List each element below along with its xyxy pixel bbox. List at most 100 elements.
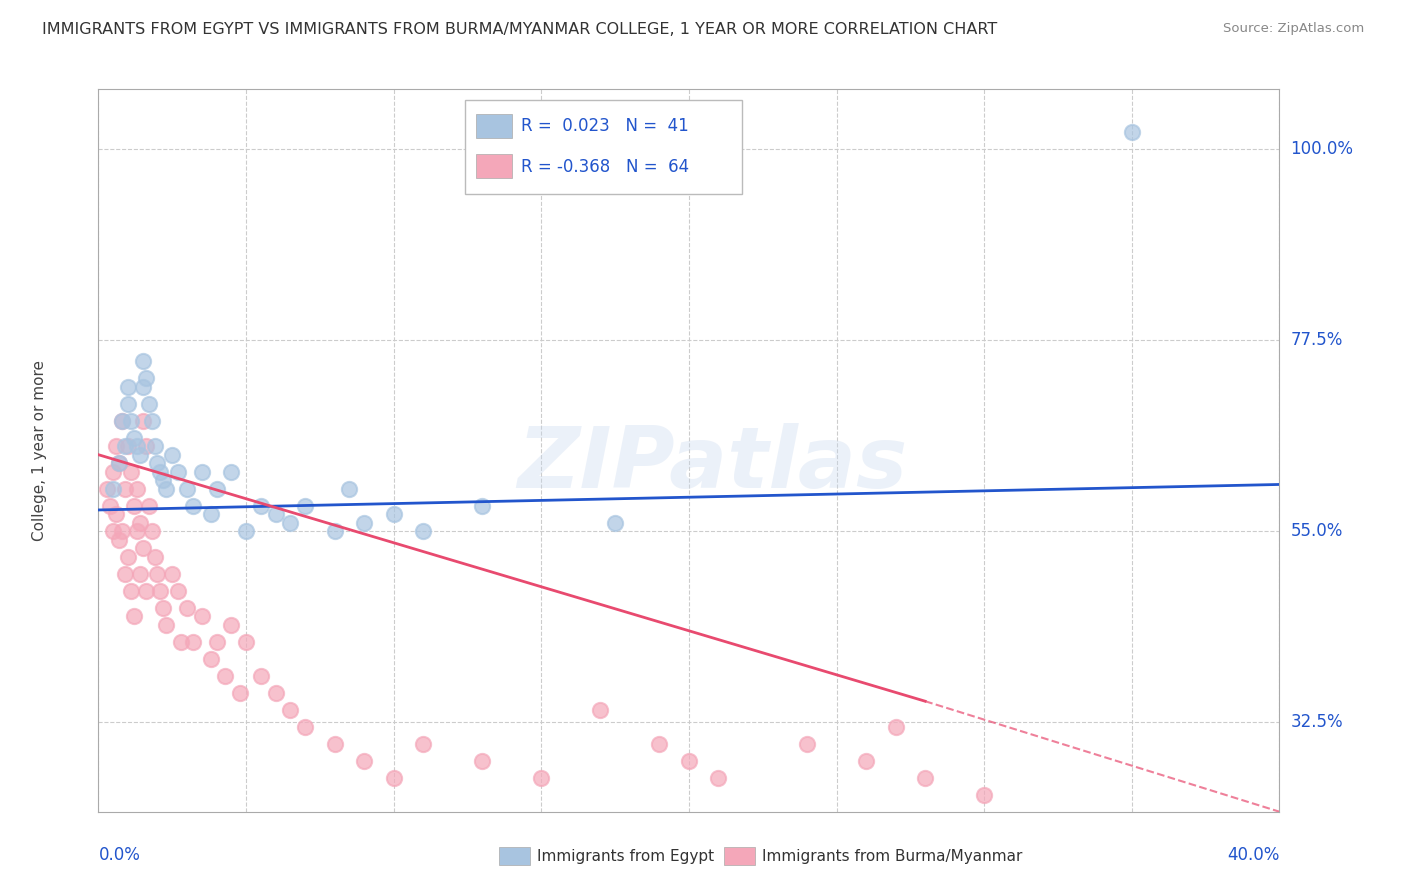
Point bbox=[294, 720, 316, 734]
Point bbox=[143, 549, 166, 564]
Text: 77.5%: 77.5% bbox=[1291, 331, 1343, 349]
Point bbox=[132, 414, 155, 428]
Point bbox=[132, 354, 155, 368]
Point bbox=[149, 583, 172, 598]
Point bbox=[105, 507, 128, 521]
Point bbox=[181, 634, 204, 648]
Text: R =  0.023   N =  41: R = 0.023 N = 41 bbox=[522, 117, 689, 135]
Point bbox=[103, 465, 125, 479]
Point bbox=[152, 600, 174, 615]
Point bbox=[229, 686, 252, 700]
Point bbox=[146, 456, 169, 470]
Point bbox=[382, 771, 405, 785]
Point bbox=[205, 482, 228, 496]
Text: Immigrants from Burma/Myanmar: Immigrants from Burma/Myanmar bbox=[762, 849, 1022, 863]
Point bbox=[138, 397, 160, 411]
Point bbox=[120, 465, 142, 479]
Point bbox=[125, 482, 148, 496]
Point bbox=[176, 600, 198, 615]
Point bbox=[382, 507, 405, 521]
Point bbox=[117, 439, 139, 453]
Point bbox=[294, 499, 316, 513]
Point bbox=[105, 439, 128, 453]
Point bbox=[235, 524, 257, 539]
Point bbox=[114, 439, 136, 453]
Point bbox=[111, 524, 134, 539]
Point bbox=[120, 414, 142, 428]
Point bbox=[678, 754, 700, 768]
Point bbox=[135, 583, 157, 598]
Point bbox=[152, 473, 174, 487]
Point bbox=[167, 583, 190, 598]
Point bbox=[264, 507, 287, 521]
Point bbox=[96, 482, 118, 496]
Point bbox=[122, 609, 145, 624]
Point bbox=[114, 566, 136, 581]
Point bbox=[191, 465, 214, 479]
Point bbox=[125, 524, 148, 539]
Point bbox=[108, 456, 131, 470]
Point bbox=[111, 414, 134, 428]
Point bbox=[181, 499, 204, 513]
Point bbox=[170, 634, 193, 648]
Point bbox=[141, 414, 163, 428]
Text: 0.0%: 0.0% bbox=[98, 847, 141, 864]
Point bbox=[412, 737, 434, 751]
Point bbox=[138, 499, 160, 513]
Point bbox=[605, 516, 627, 530]
Point bbox=[1121, 125, 1143, 139]
Point bbox=[103, 524, 125, 539]
Point bbox=[103, 482, 125, 496]
Point bbox=[264, 686, 287, 700]
Point bbox=[191, 609, 214, 624]
Point bbox=[855, 754, 877, 768]
Point bbox=[135, 371, 157, 385]
Point bbox=[205, 634, 228, 648]
Point bbox=[122, 431, 145, 445]
Text: IMMIGRANTS FROM EGYPT VS IMMIGRANTS FROM BURMA/MYANMAR COLLEGE, 1 YEAR OR MORE C: IMMIGRANTS FROM EGYPT VS IMMIGRANTS FROM… bbox=[42, 22, 997, 37]
Point bbox=[122, 499, 145, 513]
Point bbox=[707, 771, 730, 785]
Point bbox=[125, 439, 148, 453]
Point bbox=[200, 507, 222, 521]
Point bbox=[135, 439, 157, 453]
Point bbox=[162, 448, 183, 462]
Point bbox=[530, 771, 553, 785]
FancyBboxPatch shape bbox=[477, 154, 512, 178]
Point bbox=[353, 754, 375, 768]
FancyBboxPatch shape bbox=[464, 100, 742, 194]
Point bbox=[114, 482, 136, 496]
Point bbox=[108, 456, 131, 470]
Point bbox=[323, 737, 346, 751]
Point bbox=[884, 720, 907, 734]
Text: R = -0.368   N =  64: R = -0.368 N = 64 bbox=[522, 158, 689, 176]
Point bbox=[973, 788, 995, 802]
Text: 40.0%: 40.0% bbox=[1227, 847, 1279, 864]
Point bbox=[167, 465, 190, 479]
Point bbox=[117, 397, 139, 411]
Point bbox=[250, 499, 273, 513]
Point bbox=[176, 482, 198, 496]
Point bbox=[117, 549, 139, 564]
Point bbox=[128, 448, 150, 462]
Point bbox=[353, 516, 375, 530]
Point bbox=[589, 703, 612, 717]
Point bbox=[412, 524, 434, 539]
Point bbox=[323, 524, 346, 539]
Point bbox=[200, 651, 222, 665]
Point bbox=[155, 617, 177, 632]
Point bbox=[117, 380, 139, 394]
Point bbox=[128, 516, 150, 530]
Point bbox=[162, 566, 183, 581]
Point bbox=[250, 669, 273, 683]
Point bbox=[143, 439, 166, 453]
Point bbox=[914, 771, 936, 785]
Point bbox=[149, 465, 172, 479]
Point bbox=[141, 524, 163, 539]
Point bbox=[796, 737, 818, 751]
Point bbox=[132, 541, 155, 556]
Point bbox=[98, 499, 121, 513]
Point bbox=[221, 617, 243, 632]
Text: Immigrants from Egypt: Immigrants from Egypt bbox=[537, 849, 714, 863]
Point bbox=[648, 737, 671, 751]
